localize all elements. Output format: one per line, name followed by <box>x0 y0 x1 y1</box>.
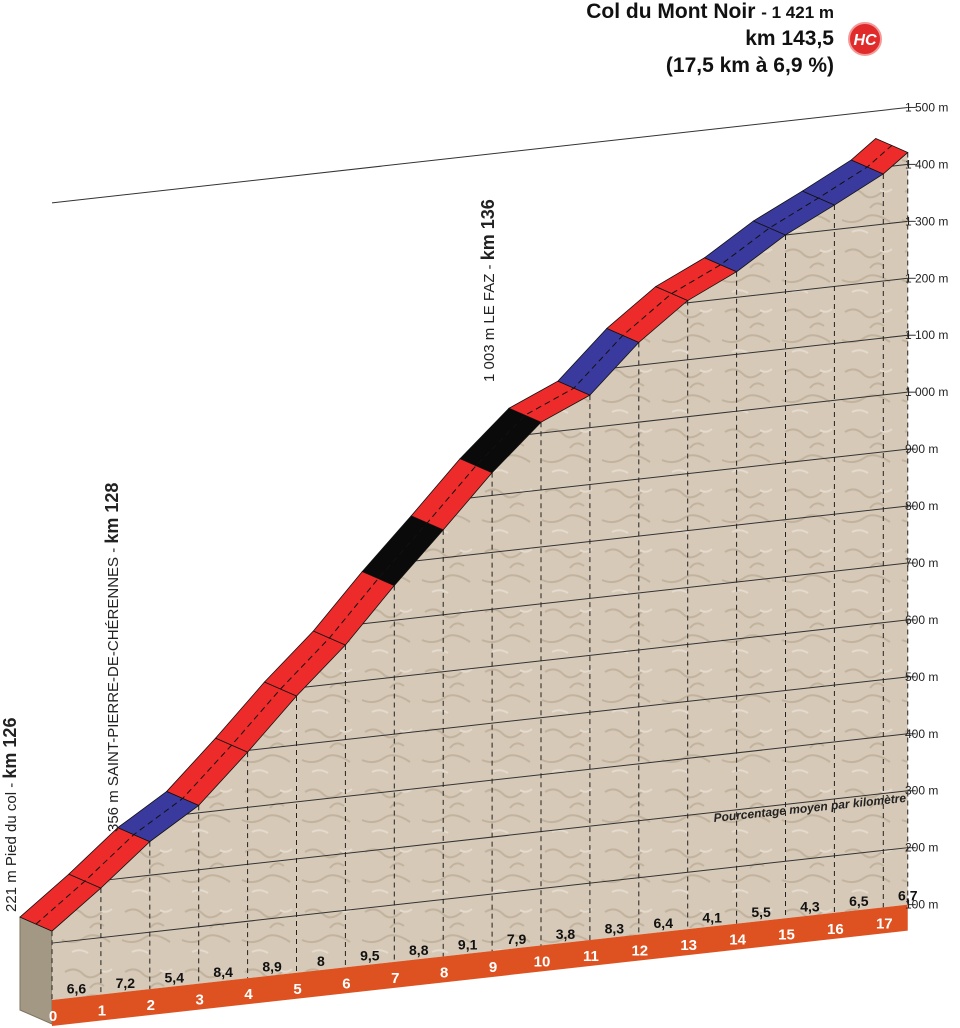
gridline-altitude <box>529 391 908 435</box>
x-tick-label: 11 <box>583 948 599 965</box>
summit-km: km 143,5 <box>745 27 834 50</box>
gradient-ribbon <box>19 137 909 932</box>
waypoint-name: Pied du col - <box>3 779 20 867</box>
climb-title: Col du Mont Noir - 1 421 m <box>586 0 834 24</box>
gradient-label: 8 <box>317 953 325 969</box>
x-tick-label: 9 <box>489 959 497 976</box>
x-tick-label: 17 <box>876 915 893 932</box>
x-tick-label: 4 <box>244 986 253 1003</box>
gradient-label: 9,5 <box>360 948 380 964</box>
x-tick-label: 12 <box>631 943 648 960</box>
waypoint-name: SAINT-PIERRE-DE-CHÉRENNES - <box>105 544 122 787</box>
y-tick-label: 200 m <box>905 841 938 855</box>
summit-altitude: - 1 421 m <box>761 3 834 22</box>
x-tick-label: 10 <box>534 954 551 971</box>
gradient-label: 5,5 <box>751 904 771 920</box>
gridline-altitude <box>684 277 908 304</box>
y-tick-label: 1 300 m <box>905 214 948 228</box>
x-tick-label: 1 <box>98 1003 106 1020</box>
gridline-altitude <box>186 733 908 815</box>
gridline-altitude <box>249 676 908 751</box>
base-stripe <box>52 904 908 1026</box>
y-tick-label: 100 m <box>905 898 938 912</box>
waypoint-label: 1 003 m LE FAZ - km 136 <box>478 199 498 382</box>
y-tick-label: 500 m <box>905 670 938 684</box>
y-tick-label: 700 m <box>905 556 938 570</box>
gradient-label: 4,1 <box>702 909 722 925</box>
waypoint-km: km 126 <box>0 718 20 779</box>
y-tick-label: 1 100 m <box>905 328 948 342</box>
gradient-label: 7,9 <box>507 931 527 947</box>
y-tick-label: 1 400 m <box>905 157 948 171</box>
y-tick-label: 1 000 m <box>905 385 948 399</box>
waypoint-altitude: 221 m <box>3 866 20 912</box>
y-tick-label: 1 200 m <box>905 271 948 285</box>
gradient-segment <box>850 137 909 175</box>
gridline-altitude <box>51 847 908 944</box>
x-tick-label: 7 <box>391 970 399 987</box>
terrain-area <box>52 152 908 1000</box>
climb-average: (17,5 km à 6,9 %) <box>665 54 834 77</box>
gridline-altitude <box>892 163 908 167</box>
x-tick-label: 5 <box>293 981 301 998</box>
gradient-label: 9,1 <box>458 937 478 953</box>
y-tick-label: 900 m <box>905 442 938 456</box>
gradient-label: 6,7 <box>898 888 918 904</box>
climb-name: Col du Mont Noir <box>586 0 756 23</box>
x-tick-label: 3 <box>196 992 204 1009</box>
gridline-altitude <box>109 790 908 881</box>
gradient-label: 7,2 <box>116 975 136 991</box>
category-badge: HC <box>848 22 882 56</box>
x-tick-label: 2 <box>147 997 155 1014</box>
gradient-label: 6,6 <box>67 980 87 996</box>
waypoint-label: 356 m SAINT-PIERRE-DE-CHÉRENNES - km 128 <box>102 483 122 832</box>
x-tick-label: 6 <box>342 975 350 992</box>
y-tick-label: 1 500 m <box>905 100 948 114</box>
terrain-fill <box>52 152 908 1000</box>
waypoint-altitude: 356 m <box>105 786 122 832</box>
waypoint-name: LE FAZ - <box>481 260 498 323</box>
gridline-altitude <box>785 220 908 236</box>
gridlines <box>51 106 916 1000</box>
y-tick-label: 300 m <box>905 784 938 798</box>
x-tick-label: 13 <box>680 937 697 954</box>
gradient-label: 3,8 <box>556 926 576 942</box>
gradient-label: 8,9 <box>262 958 282 974</box>
gridline-altitude <box>615 334 908 369</box>
base-stripe-fill <box>52 904 908 1026</box>
gradient-label: 8,8 <box>409 942 429 958</box>
ribbon-centerline <box>35 145 893 925</box>
gridline-altitude <box>51 106 908 204</box>
gridline-altitude <box>305 619 908 688</box>
x-tick-label: 14 <box>729 932 746 949</box>
x-tick-label: 16 <box>827 921 844 938</box>
profile-side-block <box>19 916 53 1025</box>
waypoint-km: km 128 <box>102 483 122 544</box>
y-tick-label: 400 m <box>905 727 938 741</box>
waypoint-km: km 136 <box>478 199 498 260</box>
gradient-label: 6,4 <box>654 915 674 931</box>
x-tick-label: 8 <box>440 964 448 981</box>
gradient-label: 5,4 <box>165 969 185 985</box>
x-tick-label: 0 <box>49 1008 57 1025</box>
gridline-altitude <box>362 562 908 625</box>
y-tick-label: 600 m <box>905 613 938 627</box>
gradient-label: 6,5 <box>849 893 869 909</box>
waypoint-label: 221 m Pied du col - km 126 <box>0 718 20 912</box>
y-tick-label: 800 m <box>905 499 938 513</box>
gradient-label: 8,4 <box>213 964 233 980</box>
waypoint-altitude: 1 003 m <box>481 324 498 382</box>
x-tick-label: 15 <box>778 926 795 943</box>
gradient-label: 4,3 <box>800 899 820 915</box>
start-side-face <box>19 916 53 1025</box>
gradient-label: 8,3 <box>605 920 625 936</box>
gridline-altitude <box>415 505 908 562</box>
